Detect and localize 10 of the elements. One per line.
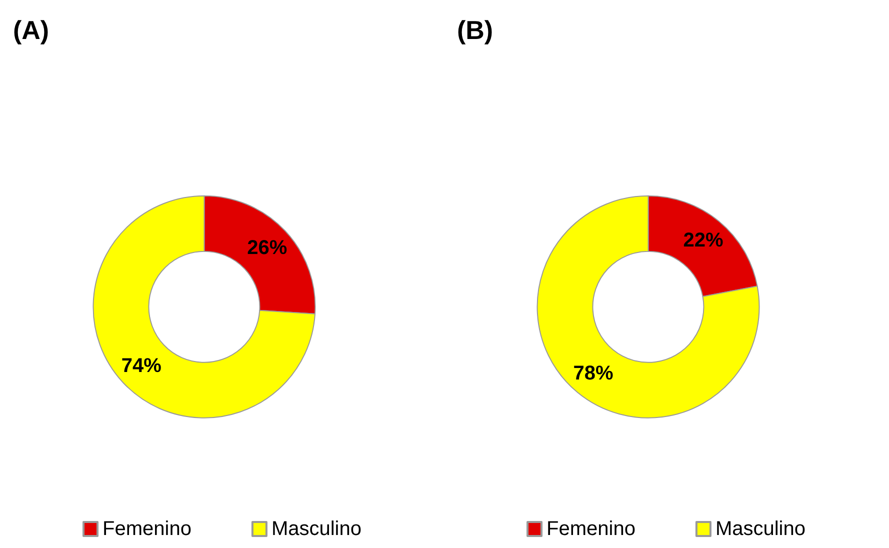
legend-label: Masculino [271,518,362,540]
data-label: 78% [573,362,614,384]
legend-label: Masculino [715,518,806,540]
data-label: 22% [683,229,724,252]
chart-title: (B) [457,15,494,45]
data-label: 74% [121,354,162,377]
data-label: 26% [247,236,288,259]
legend-label: Femenino [102,518,192,540]
chart-title: (A) [13,15,50,45]
legend-label: Femenino [546,518,636,540]
